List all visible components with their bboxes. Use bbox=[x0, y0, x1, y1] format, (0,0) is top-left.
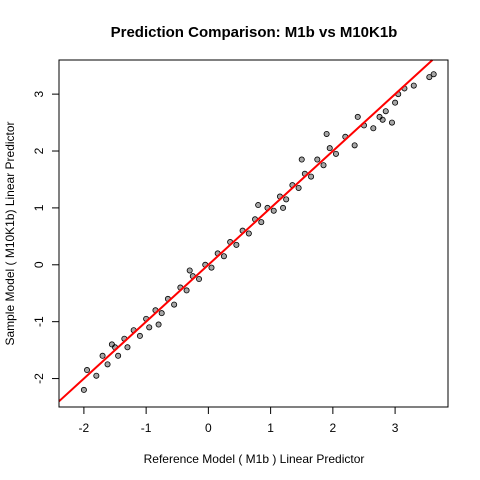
data-point bbox=[124, 344, 131, 351]
data-point bbox=[382, 108, 389, 115]
data-point bbox=[146, 324, 153, 331]
y-tick-label: -1 bbox=[32, 316, 46, 327]
data-point bbox=[245, 230, 252, 237]
data-point bbox=[326, 145, 333, 152]
data-point bbox=[298, 156, 305, 163]
data-point bbox=[258, 219, 265, 226]
x-axis: -2 -1 0 1 2 3 bbox=[79, 406, 399, 435]
reference-line-layer bbox=[58, 59, 434, 403]
y-tick-label: 3 bbox=[32, 90, 46, 97]
data-point bbox=[255, 202, 262, 209]
data-point bbox=[332, 150, 339, 157]
data-point bbox=[314, 156, 321, 163]
y-tick-label: 0 bbox=[32, 261, 46, 268]
reference-line bbox=[58, 59, 434, 403]
x-tick-label: 2 bbox=[330, 421, 337, 435]
y-tick-label: 1 bbox=[32, 204, 46, 211]
data-point bbox=[155, 321, 162, 328]
data-point bbox=[295, 184, 302, 191]
y-tick-label: -2 bbox=[32, 373, 46, 384]
data-point bbox=[280, 204, 287, 211]
y-tick-label: 2 bbox=[32, 147, 46, 154]
y-axis-label: Sample Model ( M10K1b) Linear Predictor bbox=[3, 121, 17, 345]
x-tick-label: 0 bbox=[205, 421, 212, 435]
data-point bbox=[354, 113, 361, 120]
data-point bbox=[233, 241, 240, 248]
data-point bbox=[171, 301, 178, 308]
data-point bbox=[108, 341, 115, 348]
data-point bbox=[93, 372, 100, 379]
data-point bbox=[308, 173, 315, 180]
data-point bbox=[136, 332, 143, 339]
data-point bbox=[283, 196, 290, 203]
data-point bbox=[99, 352, 106, 359]
y-axis: -2 -1 0 1 2 3 bbox=[32, 90, 60, 384]
data-point bbox=[115, 352, 122, 359]
data-point bbox=[351, 142, 358, 149]
data-point bbox=[80, 386, 87, 393]
data-point bbox=[84, 367, 91, 374]
chart-title: Prediction Comparison: M1b vs M10K1b bbox=[111, 24, 398, 41]
data-point bbox=[158, 310, 165, 317]
x-tick-label: 1 bbox=[267, 421, 274, 435]
data-point bbox=[104, 361, 111, 368]
x-tick-label: -1 bbox=[141, 421, 152, 435]
data-point bbox=[186, 267, 193, 274]
data-point bbox=[320, 162, 327, 169]
data-point bbox=[196, 276, 203, 283]
data-point bbox=[430, 71, 437, 78]
data-point bbox=[208, 264, 215, 271]
data-point bbox=[426, 74, 433, 81]
data-point bbox=[370, 125, 377, 132]
data-point bbox=[388, 119, 395, 126]
data-point bbox=[183, 287, 190, 294]
x-tick-label: -2 bbox=[79, 421, 90, 435]
data-point bbox=[323, 130, 330, 137]
points-layer bbox=[80, 71, 437, 393]
x-axis-label: Reference Model ( M1b ) Linear Predictor bbox=[144, 452, 365, 466]
data-point bbox=[392, 99, 399, 106]
data-point bbox=[379, 116, 386, 123]
data-point bbox=[410, 82, 417, 89]
x-tick-label: 3 bbox=[392, 421, 399, 435]
data-point bbox=[220, 253, 227, 260]
data-point bbox=[270, 207, 277, 214]
